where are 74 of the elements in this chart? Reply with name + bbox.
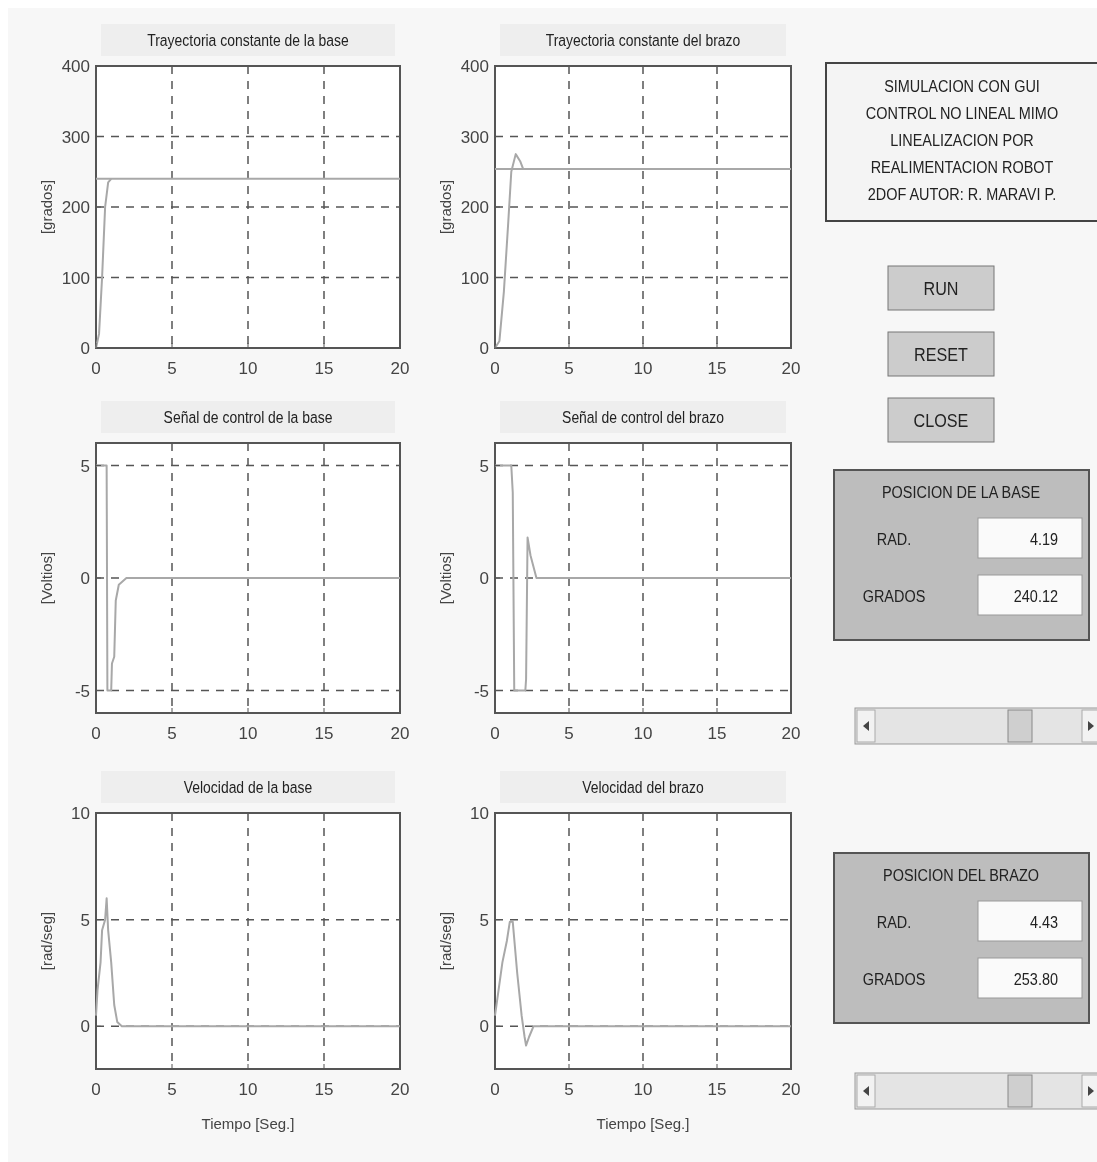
x-tick-label: 15 <box>314 1080 334 1099</box>
y-tick-label: 0 <box>80 339 90 358</box>
text: POSICION DE LA BASE <box>881 482 1041 502</box>
x-tick-label: 20 <box>781 1080 801 1099</box>
y-tick-label: 0 <box>80 1017 90 1037</box>
y-axis-title: [Voltios] <box>38 551 55 605</box>
x-tick-label: 20 <box>781 359 801 378</box>
x-tick-label: 15 <box>707 724 727 743</box>
x-tick-label: 5 <box>564 724 574 743</box>
text: GRADOS <box>862 969 926 989</box>
text: SIMULACION CON GUI CONTROL NO LINEAL MIMO LINEALIZACION POR REALIMENTACION ROBOT 2DOF AUTOR: R. MARAVI P. <box>865 76 1059 204</box>
chart-title: Trayectoria constante de la base <box>147 30 349 50</box>
y-axis-title: [grados] <box>38 179 55 235</box>
y-tick-label: 10 <box>71 804 90 823</box>
x-tick-label: 10 <box>633 724 653 743</box>
x-tick-label: 10 <box>633 359 653 378</box>
y-tick-label: 0 <box>479 339 489 358</box>
text: 4.43 <box>1029 912 1059 932</box>
chart-title: Señal de control del brazo <box>562 407 724 427</box>
x-tick-label: 15 <box>314 724 334 743</box>
y-tick-label: 100 <box>61 268 90 288</box>
y-axis-title: [grados] <box>437 179 454 235</box>
x-tick-label: 10 <box>238 724 258 743</box>
chart-title: Trayectoria constante del brazo <box>545 30 741 50</box>
y-tick-label: 5 <box>80 456 90 476</box>
text: 240.12 <box>1013 586 1058 606</box>
text: POSICION DEL BRAZO <box>883 865 1039 885</box>
y-tick-label: 10 <box>470 804 489 823</box>
x-tick-label: 5 <box>167 1080 177 1099</box>
y-tick-label: 100 <box>460 268 489 288</box>
x-tick-label: 5 <box>564 1080 574 1099</box>
x-tick-label: 15 <box>707 1080 727 1099</box>
chart-title: Velocidad del brazo <box>582 777 704 797</box>
y-tick-label: 400 <box>61 57 90 76</box>
y-tick-label: 300 <box>460 127 489 147</box>
x-tick-label: 10 <box>238 1080 258 1099</box>
chart-title: Señal de control de la base <box>163 407 333 427</box>
y-tick-label: 200 <box>460 198 489 217</box>
x-axis-title: Tiempo [Seg.] <box>596 1115 690 1132</box>
x-tick-label: 5 <box>564 359 574 378</box>
x-axis-title: Tiempo [Seg.] <box>201 1115 295 1132</box>
text: 253.80 <box>1013 969 1059 989</box>
y-axis-title: [Voltios] <box>437 551 454 605</box>
x-tick-label: 15 <box>314 359 334 378</box>
y-tick-label: 400 <box>460 57 489 76</box>
text: RESET <box>914 343 969 366</box>
y-tick-label: -5 <box>473 681 489 701</box>
chart-title: Velocidad de la base <box>183 777 313 797</box>
x-tick-label: 5 <box>167 359 177 378</box>
text: RAD. <box>876 529 912 549</box>
y-tick-label: 0 <box>479 1017 489 1037</box>
text: 4.19 <box>1029 529 1059 549</box>
x-tick-label: 20 <box>781 724 801 743</box>
x-tick-label: 15 <box>707 359 727 378</box>
text: GRADOS <box>862 586 926 606</box>
x-tick-label: 20 <box>390 724 410 743</box>
text: RAD. <box>876 912 912 932</box>
y-tick-label: -5 <box>74 681 90 701</box>
x-tick-label: 10 <box>633 1080 653 1099</box>
text: CLOSE <box>913 409 969 432</box>
y-tick-label: 5 <box>80 910 90 930</box>
y-axis-title: [rad/seg] <box>437 911 454 971</box>
text: RUN <box>923 277 959 300</box>
y-tick-label: 200 <box>61 198 90 217</box>
y-tick-label: 5 <box>479 910 489 930</box>
x-tick-label: 20 <box>390 359 410 378</box>
x-tick-label: 20 <box>390 1080 410 1099</box>
y-axis-title: [rad/seg] <box>38 911 55 971</box>
y-tick-label: 0 <box>80 569 90 588</box>
y-tick-label: 300 <box>61 127 90 147</box>
y-tick-label: 0 <box>479 569 489 588</box>
x-tick-label: 10 <box>238 359 258 378</box>
x-tick-label: 5 <box>167 724 177 743</box>
y-tick-label: 5 <box>479 456 489 476</box>
